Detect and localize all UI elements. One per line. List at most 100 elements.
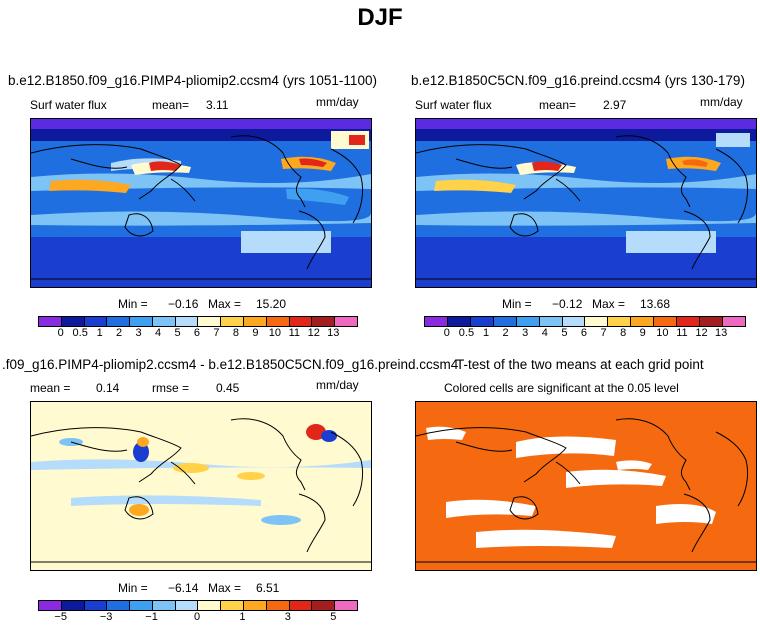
colorbar-swatch — [175, 317, 199, 326]
colorbar-swatch — [312, 601, 336, 610]
colorbar-swatch — [335, 601, 357, 610]
colorbar-swatch — [447, 317, 471, 326]
colorbar-swatch — [84, 317, 108, 326]
colorbar-swatch — [61, 317, 85, 326]
colorbar-swatch — [244, 601, 267, 610]
colorbar-swatch — [266, 601, 290, 610]
colorbar-tick-label: 2 — [116, 327, 123, 339]
bottom-left-max-value: 6.51 — [256, 581, 280, 595]
bottom-left-units: mm/day — [316, 378, 359, 392]
colorbar-tick-label: 3 — [135, 327, 142, 339]
colorbar-swatch — [312, 317, 336, 326]
top-left-min-value: −0.16 — [168, 297, 199, 311]
top-right-map — [415, 118, 757, 288]
colorbar-tick-label: 12 — [307, 327, 320, 339]
colorbar-swatch — [84, 601, 108, 610]
colorbar-tick-label: 6 — [193, 327, 201, 339]
bottom-left-min-value: −6.14 — [168, 581, 199, 595]
colorbar-tick-label: 7 — [600, 327, 607, 339]
colorbar-swatch — [562, 317, 586, 326]
colorbar-tick-label: 5 — [330, 611, 337, 623]
colorbar-tick-label: 1 — [482, 327, 490, 339]
colorbar-swatch — [289, 601, 313, 610]
colorbar-tick-label: −3 — [99, 611, 113, 623]
colorbar-tick-label: 9 — [639, 327, 646, 339]
colorbar-tick-label: 11 — [676, 327, 688, 339]
colorbar-tick-label: 4 — [541, 327, 548, 339]
colorbar-swatch — [130, 601, 153, 610]
colorbar-tick-label: 1 — [96, 327, 103, 339]
colorbar-tick-label: 12 — [695, 327, 708, 339]
colorbar-swatch — [470, 317, 494, 326]
colorbar-swatch — [677, 317, 701, 326]
top-right-colorbar-ticks: 0 0.5 1 2 3 4 5 6 7 8 9 10 11 12 13 — [424, 327, 744, 341]
top-left-map — [30, 118, 372, 288]
colorbar-tick-label: 0 — [443, 327, 450, 339]
colorbar-swatch — [130, 317, 153, 326]
figure-title: DJF — [357, 4, 403, 31]
top-left-title: b.e12.B1850.f09_g16.PIMP4-pliomip2.ccsm4… — [8, 73, 377, 88]
colorbar-swatch — [539, 317, 563, 326]
bottom-left-colorbar-ticks: −5 −3 −1 0 1 3 5 — [38, 611, 356, 625]
colorbar-tick-label: 6 — [580, 327, 588, 339]
colorbar-tick-label: 8 — [232, 327, 239, 339]
colorbar-tick-label: 9 — [252, 327, 259, 339]
bottom-right-map — [415, 401, 757, 571]
colorbar-tick-label: 0 — [193, 611, 201, 623]
colorbar-tick-label: 5 — [174, 327, 181, 339]
colorbar-swatch — [152, 317, 176, 326]
colorbar-swatch — [700, 317, 723, 326]
colorbar-tick-label: 0 — [57, 327, 64, 339]
colorbar-tick-label: 2 — [502, 327, 509, 339]
bottom-right-title: T-test of the two means at each grid poi… — [456, 357, 704, 372]
colorbar-tick-label: 10 — [656, 327, 669, 339]
top-right-mean-label: mean= — [539, 98, 577, 112]
bottom-left-min-label: Min = — [118, 581, 148, 595]
colorbar-tick-label: −1 — [145, 611, 158, 623]
top-right-variable: Surf water flux — [415, 98, 492, 112]
top-right-max-value: 13.68 — [640, 297, 671, 311]
colorbar-swatch — [107, 317, 131, 326]
colorbar-swatch — [493, 317, 517, 326]
colorbar-swatch — [39, 601, 62, 610]
bottom-left-title: .f09_g16.PIMP4-pliomip2.ccsm4 - b.e12.B1… — [2, 357, 459, 372]
colorbar-tick-label: 3 — [522, 327, 529, 339]
colorbar-tick-label: 5 — [561, 327, 568, 339]
top-right-units: mm/day — [700, 95, 743, 109]
top-left-variable: Surf water flux — [30, 98, 107, 112]
bottom-left-rmse-label: rmse = — [152, 381, 190, 395]
bottom-left-colorbar — [38, 600, 358, 611]
colorbar-swatch — [152, 601, 176, 610]
top-right-min-label: Min = — [502, 297, 532, 311]
colorbar-swatch — [654, 317, 678, 326]
bottom-left-mean-label: mean = — [30, 381, 71, 395]
bottom-left-map — [30, 401, 372, 571]
top-left-mean-value: 3.11 — [206, 98, 229, 112]
top-right-min-value: −0.12 — [552, 297, 583, 311]
colorbar-tick-label: 10 — [268, 327, 281, 339]
colorbar-swatch — [221, 317, 245, 326]
colorbar-tick-label: 7 — [213, 327, 220, 339]
colorbar-tick-label: 11 — [288, 327, 301, 339]
colorbar-swatch — [107, 601, 131, 610]
colorbar-swatch — [722, 317, 745, 326]
top-left-min-label: Min = — [118, 297, 148, 311]
top-left-mean-label: mean= — [152, 98, 190, 112]
bottom-right-subtitle: Colored cells are significant at the 0.0… — [444, 381, 679, 395]
colorbar-tick-label: 13 — [714, 327, 728, 339]
colorbar-swatch — [335, 317, 357, 326]
colorbar-swatch — [289, 317, 313, 326]
colorbar-tick-label: 1 — [239, 611, 246, 623]
colorbar-tick-label: −5 — [54, 611, 67, 623]
colorbar-swatch — [266, 317, 290, 326]
colorbar-tick-label: 13 — [327, 327, 340, 339]
top-right-colorbar — [424, 316, 746, 327]
colorbar-swatch — [61, 601, 85, 610]
colorbar-swatch — [608, 317, 632, 326]
top-right-mean-value: 2.97 — [603, 98, 627, 112]
top-left-max-value: 15.20 — [256, 297, 287, 311]
bottom-left-rmse-value: 0.45 — [216, 381, 240, 395]
colorbar-swatch — [175, 601, 199, 610]
bottom-left-max-label: Max = — [208, 581, 242, 595]
colorbar-swatch — [631, 317, 655, 326]
